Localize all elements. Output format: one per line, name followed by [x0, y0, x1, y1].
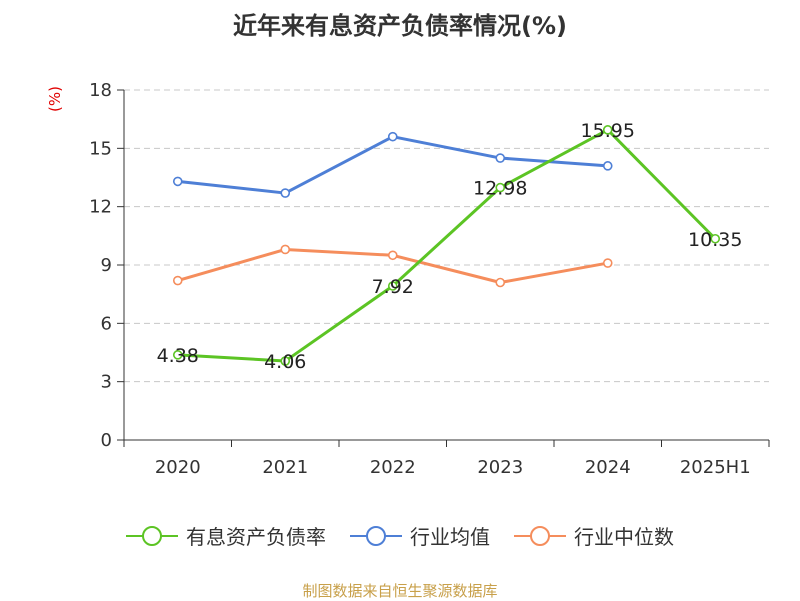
data-point [387, 281, 398, 291]
data-point [495, 182, 506, 193]
data-point [280, 244, 291, 255]
y-tick-label: 15 [89, 138, 112, 159]
series-lines [172, 125, 721, 366]
data-point [602, 161, 613, 171]
y-tick-label: 6 [101, 313, 112, 334]
series-line [177, 128, 717, 363]
legend-line-marker-icon [126, 525, 178, 546]
data-point [280, 356, 291, 366]
data-label: 4.38 [157, 345, 199, 367]
data-point [387, 250, 398, 261]
data-point [172, 350, 183, 360]
x-tick-label: 2020 [155, 457, 201, 478]
y-tick-label: 3 [101, 372, 112, 393]
data-point [280, 188, 291, 198]
y-tick-label: 9 [101, 255, 112, 276]
data-point [495, 277, 506, 288]
data-label: 12.98 [473, 178, 527, 200]
legend: 有息资产负债率 行业均值 行业中位数 [0, 521, 800, 550]
x-tick-label: 2022 [370, 457, 416, 478]
x-tick-label: 2025H1 [680, 457, 751, 478]
data-point [172, 176, 183, 187]
source-note: 制图数据来自恒生聚源数据库 [302, 582, 498, 600]
data-point [172, 275, 183, 286]
data-point [602, 125, 613, 135]
data-label: 15.95 [581, 120, 635, 142]
legend-item[interactable]: 行业均值 [350, 521, 490, 550]
data-point [495, 153, 506, 163]
data-labels: 4.38 4.06 7.92 12.98 15.95 10.35 [157, 120, 743, 373]
legend-label: 有息资产负债率 [186, 525, 326, 549]
legend-line-marker-icon [350, 525, 402, 546]
y-tick-label: 18 [89, 80, 112, 101]
y-tick-label: 12 [89, 197, 112, 218]
axes: 0 3 6 9 12 15 18 2020 2021 2022 2023 2024 2025H1 [89, 80, 770, 478]
data-point [710, 233, 721, 244]
legend-label: 行业中位数 [574, 525, 674, 549]
legend-item[interactable]: 有息资产负债率 [126, 521, 326, 550]
data-label: 7.92 [372, 276, 414, 298]
x-tick-label: 2021 [262, 457, 308, 478]
data-point [387, 131, 398, 142]
data-label: 4.06 [264, 351, 306, 373]
x-tick-label: 2023 [477, 457, 523, 478]
legend-item[interactable]: 行业中位数 [514, 521, 674, 550]
data-label: 10.35 [688, 229, 742, 251]
legend-line-marker-icon [514, 525, 566, 546]
legend-label: 行业均值 [410, 525, 490, 549]
x-tick-label: 2024 [585, 457, 631, 478]
y-tick-label: 0 [101, 430, 112, 451]
chart-title: 近年来有息资产负债率情况(%) [233, 12, 567, 40]
data-point [602, 258, 613, 268]
